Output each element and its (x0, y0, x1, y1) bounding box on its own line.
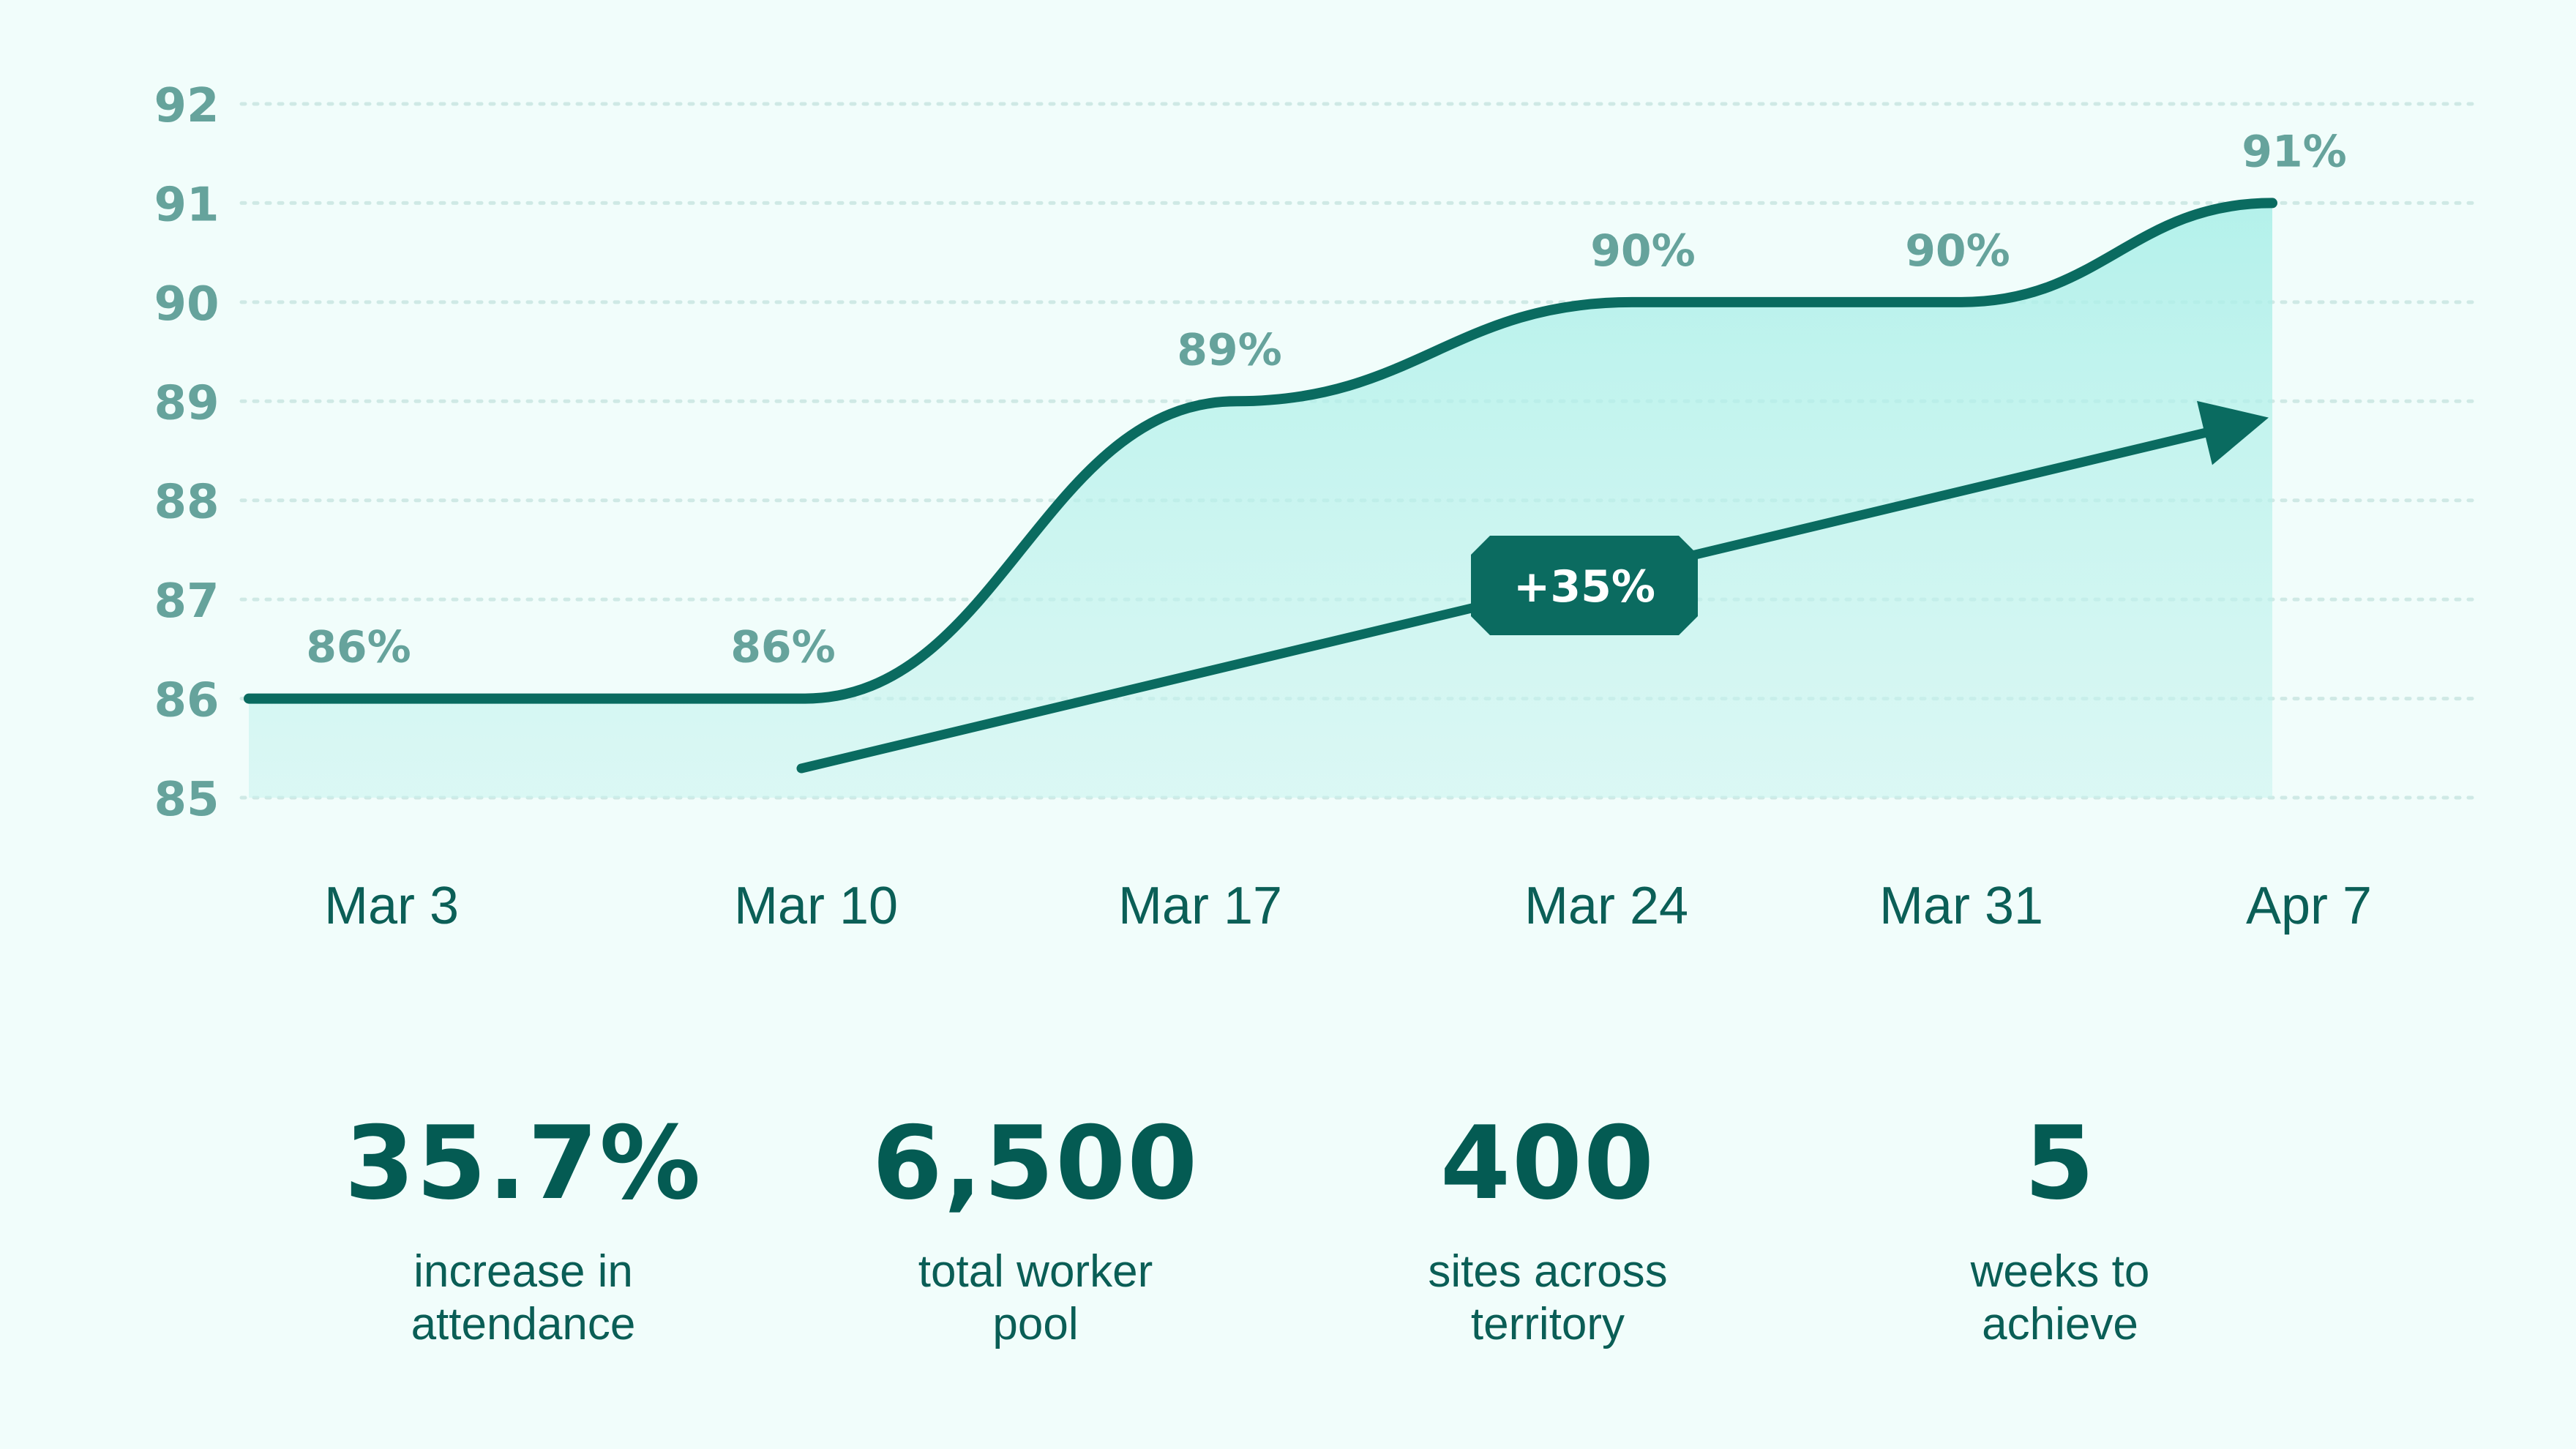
x-tick-label: Mar 3 (324, 877, 459, 935)
trend-badge-label: +35% (1513, 561, 1655, 613)
series-line (244, 198, 2277, 704)
x-axis-ticks: Mar 3 Mar 10 Mar 17 Mar 24 Mar 31 Apr 7 (324, 877, 2372, 935)
trend-arrowhead (2197, 400, 2269, 465)
data-label: 86% (306, 622, 411, 673)
data-label: 86% (730, 622, 836, 673)
stat-label-line2: achieve (1982, 1299, 2138, 1349)
trend-arrow: +35% (796, 400, 2269, 774)
y-tick-label: 89 (154, 376, 219, 430)
trend-badge (1471, 536, 1698, 635)
y-tick-label: 85 (154, 773, 219, 827)
data-label: 90% (1590, 225, 1696, 277)
y-tick-label: 90 (154, 277, 219, 332)
x-tick-label: Mar 31 (1879, 877, 2043, 935)
stat-label-line1: sites across (1428, 1246, 1668, 1297)
stat-attendance: 35.7% increase in attendance (267, 1090, 779, 1351)
stat-value: 35.7% (344, 1104, 703, 1222)
data-label: 90% (1905, 225, 2010, 277)
y-tick-label: 88 (154, 476, 219, 530)
stat-label-line2: pool (992, 1299, 1079, 1349)
y-tick-label: 92 (154, 79, 219, 133)
x-tick-label: Apr 7 (2246, 877, 2372, 935)
stat-label-line2: attendance (411, 1299, 636, 1349)
y-tick-label: 91 (154, 178, 219, 232)
x-tick-label: Mar 24 (1524, 877, 1688, 935)
y-tick-label: 86 (154, 674, 219, 728)
stats-row: 35.7% increase in attendance 6,500 total… (0, 1090, 2576, 1398)
stat-label-line1: increase in (413, 1246, 633, 1297)
stat-sites: 400 sites across territory (1292, 1090, 1804, 1351)
x-tick-label: Mar 10 (734, 877, 898, 935)
stat-value: 5 (2023, 1104, 2097, 1222)
y-tick-label: 87 (154, 574, 219, 629)
area-fill (249, 203, 2272, 798)
stat-label-line1: weeks to (1970, 1246, 2150, 1297)
stat-value: 6,500 (872, 1104, 1199, 1222)
stat-label-line2: territory (1470, 1299, 1625, 1349)
stat-worker-pool: 6,500 total worker pool (779, 1090, 1292, 1351)
y-axis-ticks: 92 91 90 89 88 87 86 85 (154, 79, 219, 827)
data-label: 89% (1177, 324, 1282, 375)
stat-weeks: 5 weeks to achieve (1804, 1090, 2316, 1351)
stat-value: 400 (1439, 1104, 1656, 1222)
area-series (244, 198, 2277, 798)
data-labels: 86% 86% 89% 90% 90% 91% (306, 126, 2347, 673)
x-tick-label: Mar 17 (1118, 877, 1282, 935)
stat-label-line1: total worker (918, 1246, 1153, 1297)
data-label: 91% (2242, 126, 2347, 177)
